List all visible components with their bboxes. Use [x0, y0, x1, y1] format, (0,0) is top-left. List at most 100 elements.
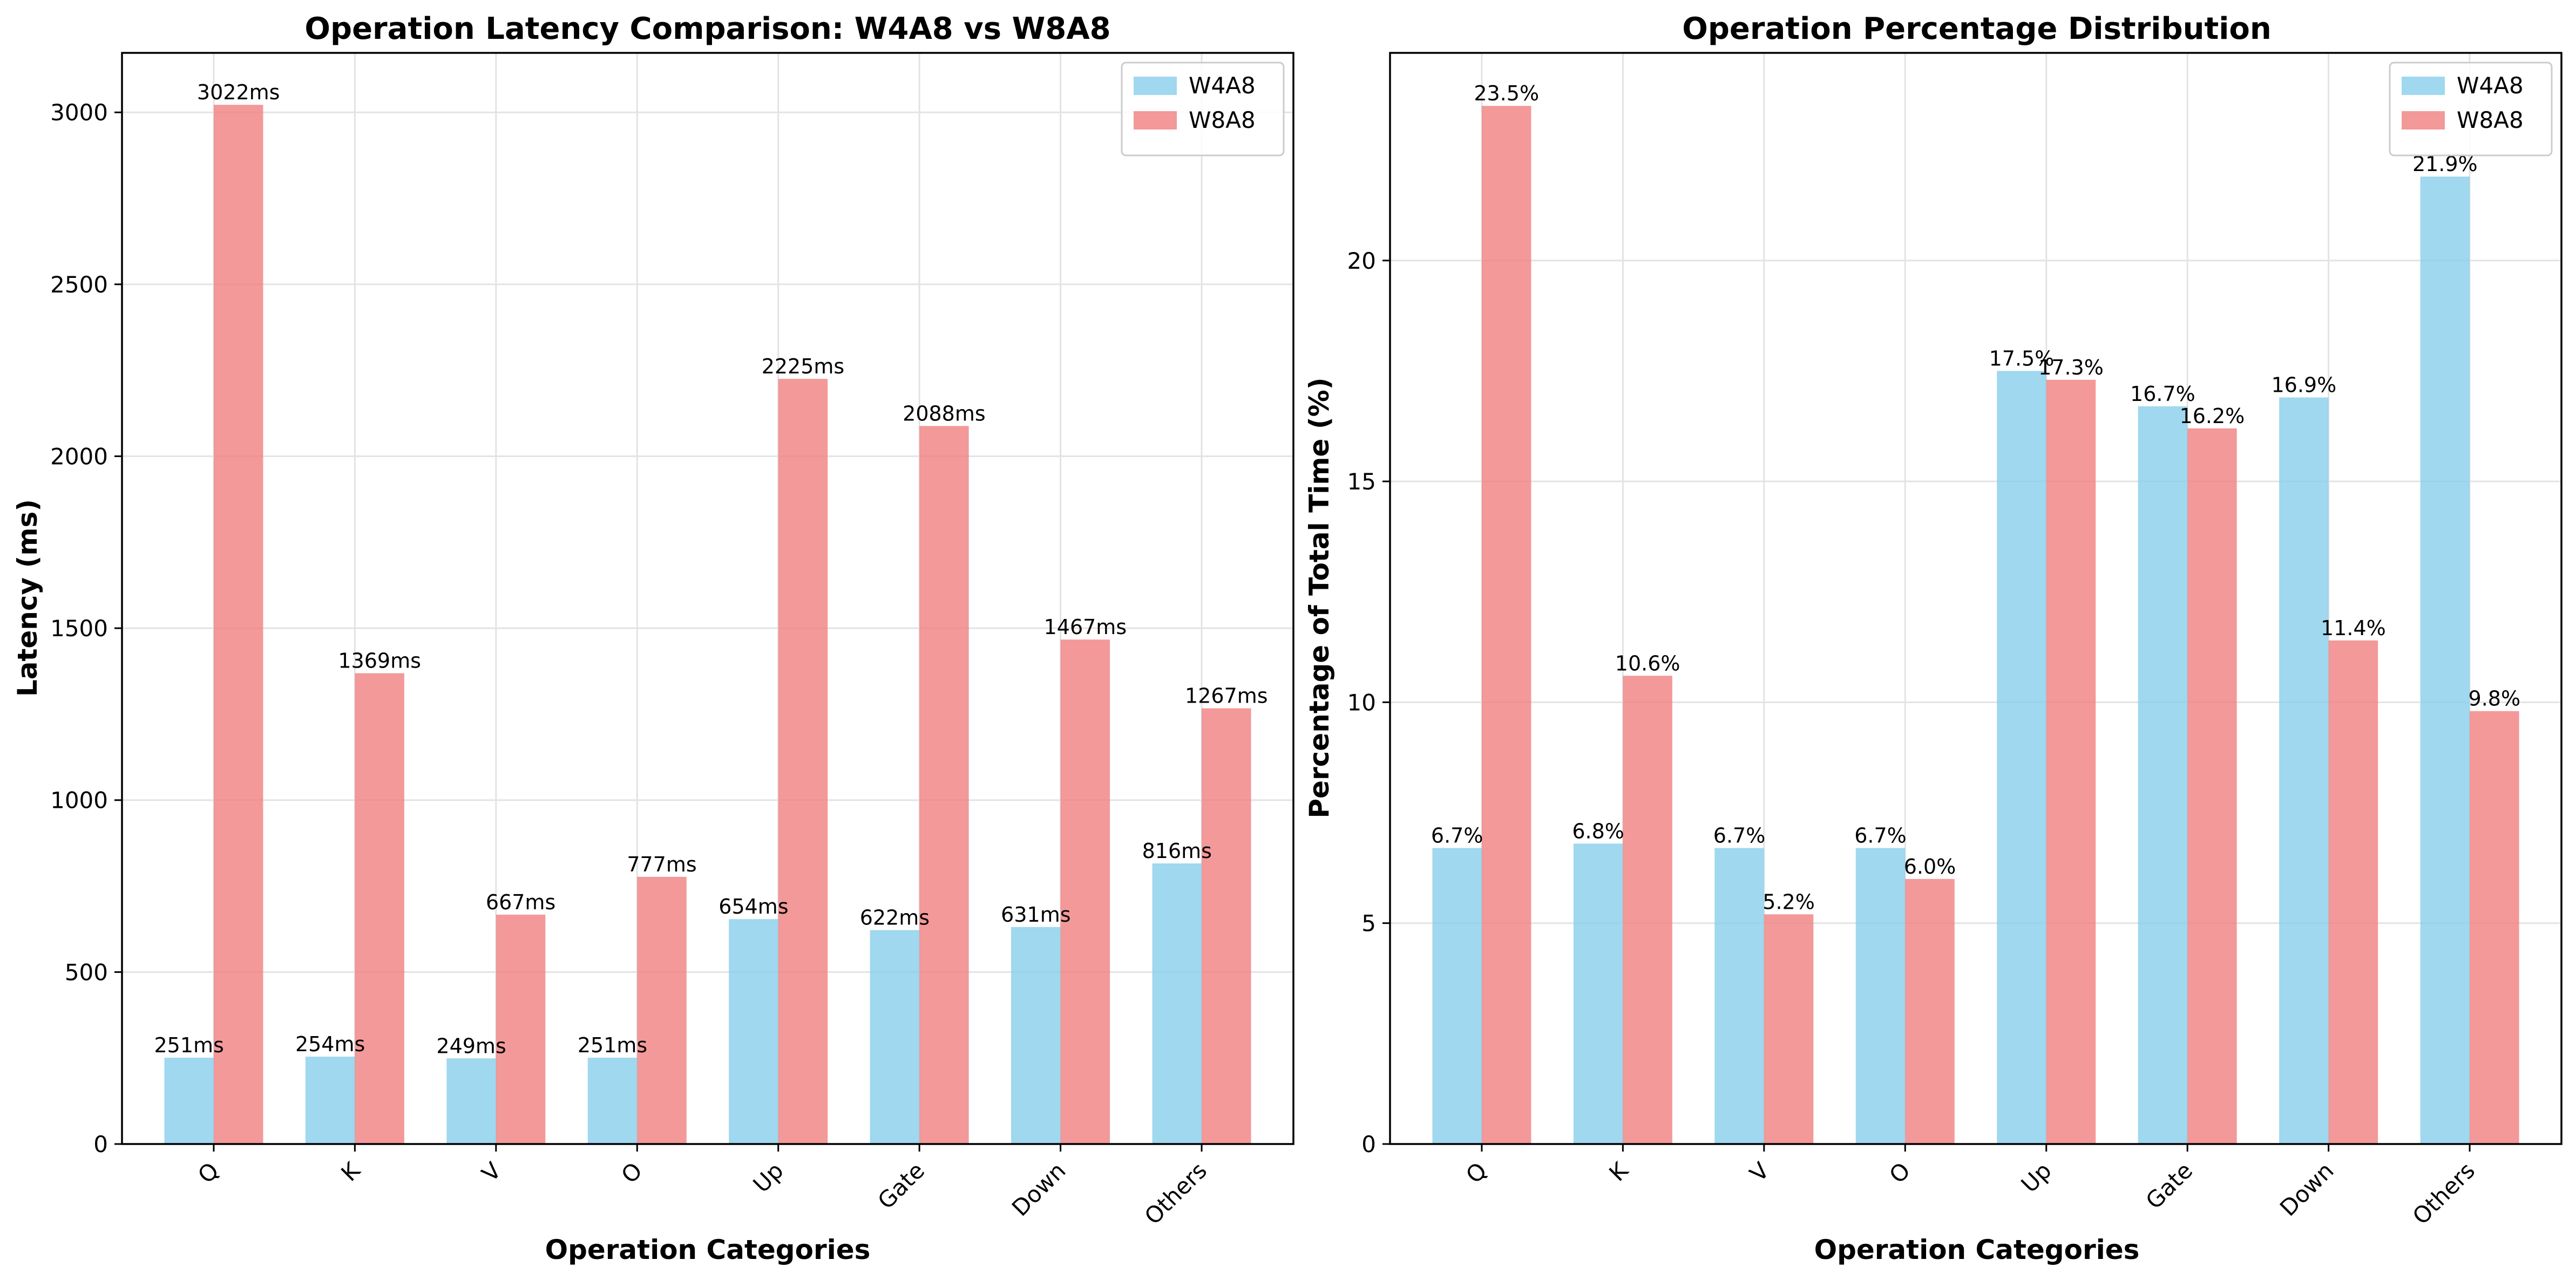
bar-w8a8-k — [1623, 676, 1672, 1144]
x-tick-label: Q — [1461, 1157, 1492, 1188]
legend-label-w4a8: W4A8 — [2457, 72, 2524, 99]
bar-w4a8-up — [729, 919, 778, 1144]
x-axis-label: Operation Categories — [1814, 1234, 2140, 1265]
data-label: 251ms — [154, 1033, 224, 1057]
bar-w4a8-others — [2420, 176, 2470, 1144]
bar-w8a8-down — [2328, 640, 2378, 1144]
x-tick-label: Down — [2275, 1157, 2339, 1221]
bar-w4a8-gate — [870, 930, 920, 1144]
bar-w4a8-others — [1152, 863, 1202, 1144]
chart-title: Operation Latency Comparison: W4A8 vs W8… — [304, 11, 1110, 46]
data-label: 16.7% — [2130, 382, 2195, 406]
bar-w8a8-others — [2470, 711, 2519, 1144]
bar-w8a8-q — [213, 105, 263, 1145]
bar-w4a8-up — [1997, 371, 2046, 1144]
data-label: 21.9% — [2412, 152, 2478, 176]
bar-w4a8-v — [446, 1058, 496, 1144]
x-tick-label: Gate — [872, 1157, 930, 1214]
data-label: 654ms — [718, 895, 788, 918]
x-tick-label: O — [616, 1157, 647, 1188]
legend-swatch-w4a8 — [2402, 77, 2445, 95]
x-tick-label: Up — [748, 1157, 789, 1197]
x-tick-label: V — [1745, 1157, 1774, 1187]
data-label: 1467ms — [1044, 615, 1127, 639]
bar-w8a8-gate — [919, 426, 969, 1144]
bar-w8a8-up — [2046, 379, 2096, 1144]
data-label: 667ms — [486, 890, 555, 914]
x-axis-label: Operation Categories — [545, 1234, 871, 1265]
data-label: 2225ms — [762, 355, 845, 378]
bar-w4a8-k — [305, 1057, 355, 1144]
data-label: 816ms — [1142, 839, 1212, 863]
axes-frame — [1389, 52, 2563, 1145]
legend-label-w8a8: W8A8 — [1189, 107, 1256, 133]
bar-w4a8-q — [164, 1058, 214, 1144]
y-tick-label: 1000 — [50, 787, 108, 814]
y-tick-label: 5 — [1361, 910, 1376, 937]
data-label: 251ms — [578, 1033, 647, 1057]
bar-w8a8-v — [1764, 914, 1814, 1144]
data-label: 2088ms — [903, 401, 986, 425]
y-tick-label: 3000 — [50, 99, 108, 126]
y-tick-label: 0 — [93, 1131, 108, 1158]
data-label: 777ms — [627, 853, 696, 876]
legend-swatch-w8a8 — [2402, 111, 2445, 130]
data-label: 249ms — [436, 1034, 506, 1058]
data-label: 631ms — [1001, 903, 1070, 927]
y-tick-label: 2000 — [50, 443, 108, 469]
legend: W4A8 W8A8 — [2389, 62, 2553, 156]
chart-title: Operation Percentage Distribution — [1682, 11, 2272, 46]
y-axis-label: Percentage of Total Time (%) — [1304, 377, 1335, 818]
data-label: 5.2% — [1762, 890, 1815, 914]
bar-w4a8-k — [1573, 843, 1623, 1144]
x-tick-label: O — [1884, 1157, 1915, 1188]
x-tick-label: Down — [1007, 1157, 1071, 1221]
latency-chart-panel: Operation Latency Comparison: W4A8 vs W8… — [12, 11, 1294, 1265]
y-tick-label: 1500 — [50, 615, 108, 642]
bar-w4a8-o — [1855, 848, 1906, 1144]
y-tick-label: 15 — [1347, 468, 1376, 495]
x-tick-label: Gate — [2140, 1157, 2198, 1214]
axes-frame — [121, 52, 1294, 1145]
bar-w8a8-gate — [2187, 428, 2237, 1144]
data-label: 6.8% — [1572, 819, 1624, 843]
data-label: 10.6% — [1615, 651, 1680, 675]
y-tick-label: 500 — [65, 959, 108, 985]
bar-w8a8-others — [1202, 708, 1251, 1144]
x-tick-label: K — [336, 1156, 365, 1186]
x-tick-label: Others — [2408, 1157, 2480, 1229]
data-label: 11.4% — [2321, 616, 2386, 640]
data-label: 17.3% — [2038, 356, 2104, 379]
bar-w8a8-v — [496, 914, 546, 1144]
data-label: 6.7% — [1854, 824, 1907, 848]
legend-swatch-w4a8 — [1134, 77, 1177, 95]
bar-w8a8-down — [1060, 639, 1110, 1144]
data-label: 6.7% — [1713, 824, 1766, 848]
data-label: 3022ms — [197, 80, 280, 104]
data-label: 9.8% — [2469, 687, 2521, 711]
bar-w4a8-gate — [2138, 406, 2188, 1144]
bar-w4a8-q — [1432, 848, 1482, 1144]
x-tick-label: Others — [1140, 1157, 1212, 1229]
percentage-chart-panel: Operation Percentage Distribution Operat… — [1304, 11, 2563, 1265]
y-tick-label: 20 — [1347, 248, 1376, 274]
data-label: 16.9% — [2272, 373, 2337, 397]
data-label: 6.0% — [1904, 855, 1956, 879]
data-label: 622ms — [860, 906, 930, 930]
bar-w8a8-k — [355, 673, 404, 1144]
legend: W4A8 W8A8 — [1121, 62, 1285, 156]
bar-w4a8-down — [1011, 927, 1061, 1144]
x-tick-label: Up — [2016, 1157, 2057, 1197]
legend-label-w8a8: W8A8 — [2457, 107, 2524, 133]
data-label: 1369ms — [338, 649, 421, 673]
data-label: 16.2% — [2180, 404, 2245, 428]
data-label: 17.5% — [1989, 346, 2055, 370]
bar-w8a8-up — [778, 379, 828, 1144]
bar-w4a8-down — [2279, 397, 2329, 1144]
y-axis-label: Latency (ms) — [12, 499, 43, 697]
bar-w8a8-q — [1481, 106, 1531, 1144]
bar-w8a8-o — [1905, 879, 1955, 1144]
x-tick-label: Q — [193, 1157, 224, 1188]
data-label: 254ms — [295, 1032, 365, 1056]
